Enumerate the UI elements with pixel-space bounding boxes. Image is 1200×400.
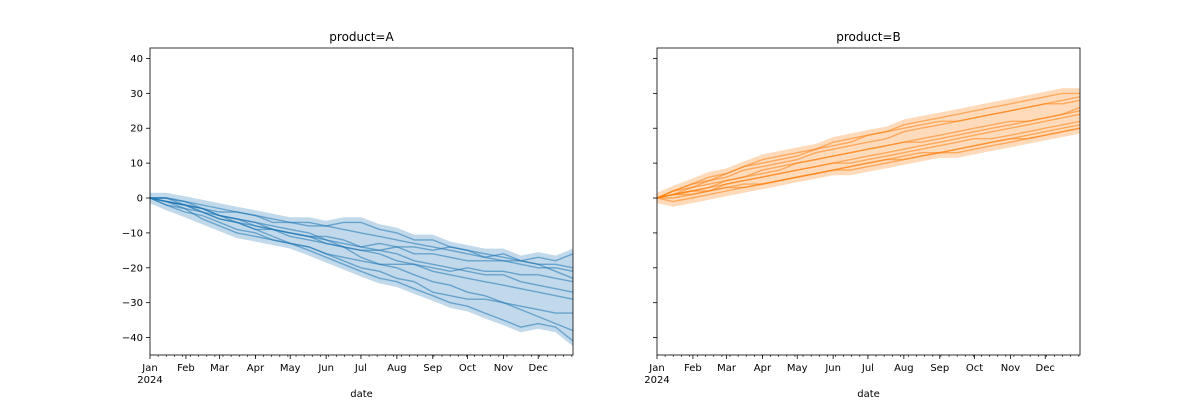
x-tick-label-b: May	[787, 363, 808, 374]
y-axis-b	[653, 58, 657, 338]
series-line-a-8	[149, 197, 574, 332]
series-line-b-7	[656, 127, 1081, 203]
y-tick-label-a: 20	[130, 124, 143, 135]
series-line-a-10	[150, 197, 574, 269]
x-tick-label-a: Jun	[317, 363, 334, 374]
plot-frame-b	[656, 47, 1081, 356]
x-tick-label-b: Apr	[754, 363, 772, 374]
x-tick-label-b: Dec	[1036, 363, 1055, 374]
panel-product-a: product=A −40 −30 −20 −10 0 10 20 30 40 Jan 2024 F…	[122, 30, 574, 400]
x-tick-label-a: Apr	[247, 363, 265, 374]
x-tick-label-b: Jul	[861, 363, 874, 374]
y-tick-label-a: 40	[130, 54, 143, 65]
x-axis-b: Jan 2024 Feb Mar Apr May Jun Jul Aug Sep Oct Nov Dec	[644, 355, 1080, 386]
x-tick-label-a: Jan 2024	[137, 363, 162, 386]
x-tick-label-b: Oct	[966, 363, 983, 374]
plot-frame-a	[149, 47, 574, 356]
x-axis-title-b: date	[857, 389, 880, 400]
plot-area-b	[656, 88, 1081, 207]
y-tick-label-a: −40	[122, 333, 143, 344]
x-tick-label-a: Mar	[210, 363, 230, 374]
y-axis-a: −40 −30 −20 −10 0 10 20 30 40	[122, 54, 150, 344]
y-tick-label-a: 10	[130, 159, 143, 170]
x-tick-label-b: Aug	[894, 363, 914, 374]
x-tick-label-b: Mar	[717, 363, 737, 374]
x-tick-label-b: Sep	[930, 363, 949, 374]
x-tick-label-a: Dec	[529, 363, 548, 374]
y-tick-label-a: −10	[122, 228, 143, 239]
x-axis-a: Jan 2024 Feb Mar Apr May Jun Jul Aug Sep Oct Nov Dec	[137, 355, 573, 386]
panel-product-b: product=B Jan 2024 Feb Mar Apr May Jun Jul Aug Se…	[644, 30, 1081, 400]
series-line-b-10	[656, 120, 1081, 199]
y-tick-label-a: 0	[137, 194, 143, 205]
x-tick-label-b: Jan 2024	[644, 363, 669, 386]
series-line-a-9	[149, 197, 574, 342]
x-tick-label-a: Feb	[177, 363, 195, 374]
panel-title-a: product=A	[329, 30, 394, 44]
y-tick-label-a: −20	[122, 263, 143, 274]
series-line-a-5	[149, 197, 574, 283]
x-axis-title-a: date	[350, 389, 373, 400]
x-tick-label-a: Aug	[387, 363, 407, 374]
panel-title-b: product=B	[836, 30, 900, 44]
y-tick-label-a: 30	[130, 89, 143, 100]
series-line-b-8	[656, 99, 1081, 199]
x-tick-label-a: Jul	[354, 363, 367, 374]
x-tick-label-b: Feb	[684, 363, 702, 374]
x-tick-label-b: Nov	[1001, 363, 1021, 374]
envelope-band-a	[150, 192, 573, 347]
plot-area-a	[149, 192, 574, 347]
series-line-a-4	[149, 197, 574, 279]
x-tick-label-a: May	[280, 363, 301, 374]
x-tick-label-a: Sep	[423, 363, 442, 374]
series-line-b-9	[656, 106, 1081, 199]
x-tick-label-a: Oct	[459, 363, 476, 374]
x-tick-label-b: Jun	[824, 363, 841, 374]
x-tick-label-a: Nov	[494, 363, 514, 374]
y-tick-label-a: −30	[122, 298, 143, 309]
